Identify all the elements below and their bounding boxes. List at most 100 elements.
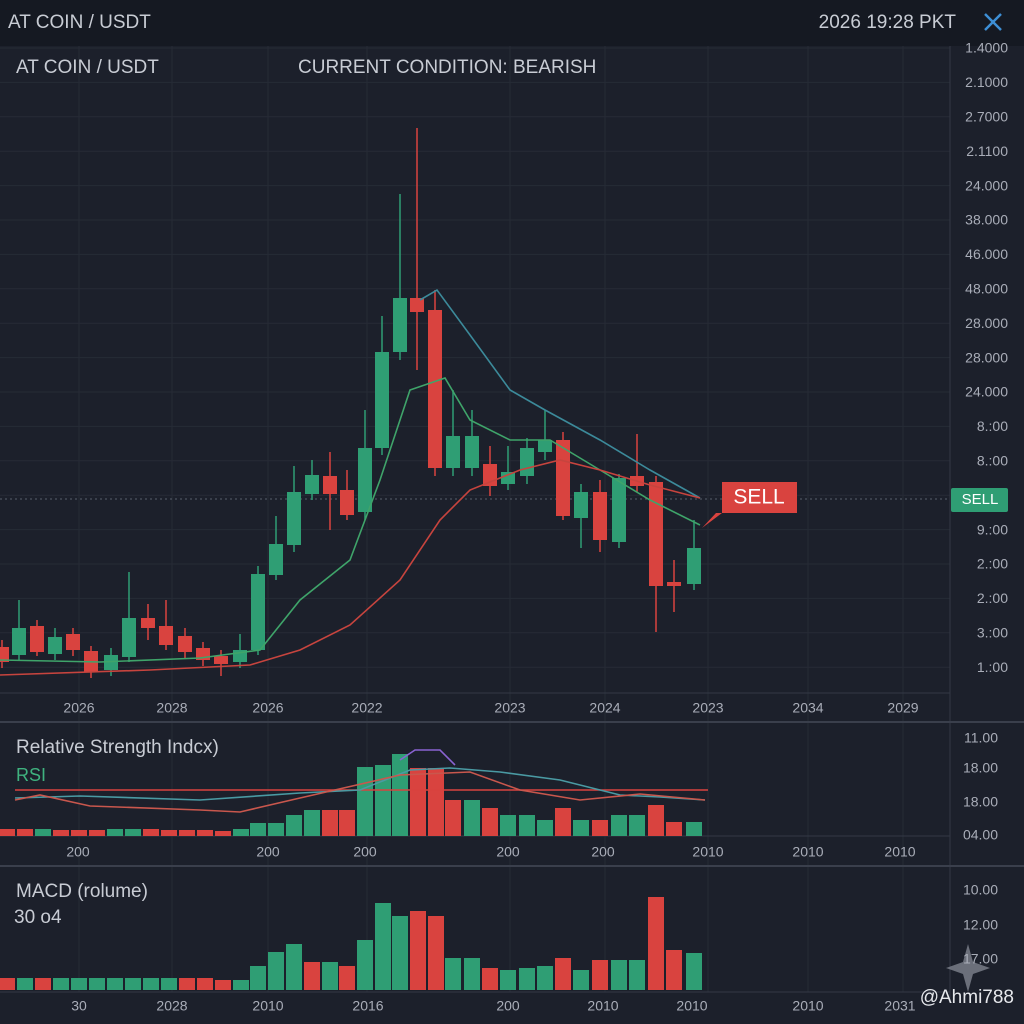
axis-label: 200 [496, 844, 520, 860]
candle-body [465, 436, 479, 468]
volume-bar [357, 767, 373, 836]
candle-body [0, 647, 9, 662]
axis-label: 10.00 [963, 882, 998, 898]
moving-average [419, 288, 701, 499]
candle-body [287, 492, 301, 545]
volume-bar [410, 911, 426, 990]
volume-bar [537, 820, 553, 836]
volume-bar [89, 830, 105, 836]
volume-bar [143, 978, 159, 990]
candle-body [251, 574, 265, 650]
volume-bar [464, 800, 480, 836]
watermark: @Ahmi788 [920, 987, 1014, 1008]
axis-label: 30 [71, 998, 87, 1014]
volume-bar [555, 808, 571, 836]
candle-body [122, 618, 136, 657]
volume-bar [250, 823, 266, 836]
axis-label: 38.000 [965, 212, 1008, 228]
volume-bar [573, 820, 589, 836]
volume-bar [250, 966, 266, 990]
candle-body [66, 634, 80, 650]
candle-body [305, 475, 319, 494]
axis-label: 28.000 [965, 349, 1008, 365]
axis-label: 2010 [252, 998, 283, 1014]
volume-bar [573, 970, 589, 990]
volume-bar [215, 980, 231, 990]
axis-label: 24.000 [965, 384, 1008, 400]
volume-bar [197, 978, 213, 990]
candle-body [556, 440, 570, 516]
volume-bar [161, 830, 177, 836]
volume-bar [0, 978, 15, 990]
sparkle-icon [946, 944, 990, 992]
candle-body [649, 482, 663, 586]
volume-bar [322, 962, 338, 990]
axis-label: 1.4000 [965, 40, 1008, 56]
volume-bar [648, 897, 664, 990]
axis-label: 200 [496, 998, 520, 1014]
volume-bar [392, 754, 408, 836]
volume-bar [125, 978, 141, 990]
volume-bar [53, 830, 69, 836]
volume-bar [686, 953, 702, 990]
volume-bar [107, 978, 123, 990]
volume-bar [428, 768, 444, 836]
candle-body [48, 637, 62, 654]
axis-label: 2.:00 [977, 590, 1008, 606]
macd-title: MACD (rolume) [16, 881, 148, 902]
axis-label: 200 [353, 844, 377, 860]
volume-bar [179, 830, 195, 836]
axis-label: 2.1100 [966, 143, 1008, 159]
top-bar [0, 0, 1024, 46]
candle-body [358, 448, 372, 512]
candle-body [104, 655, 118, 670]
axis-label: 200 [591, 844, 615, 860]
volume-bar [71, 830, 87, 836]
candle-body [501, 472, 515, 484]
volume-bar [286, 944, 302, 990]
volume-bar [143, 829, 159, 836]
moving-average [0, 459, 701, 676]
axis-label: 2.7000 [965, 109, 1008, 125]
macd-subtitle: 30 o4 [14, 907, 62, 928]
volume-bar [629, 815, 645, 836]
volume-bar [233, 829, 249, 836]
candle-body [214, 656, 228, 664]
volume-bar [464, 958, 480, 990]
volume-bar [0, 829, 15, 836]
axis-label: 2010 [676, 998, 707, 1014]
volume-bar [89, 978, 105, 990]
axis-label: 2010 [792, 998, 823, 1014]
rsi-line [14, 771, 706, 813]
axis-label: 18.00 [963, 794, 998, 810]
volume-bar [666, 822, 682, 836]
volume-bar [322, 810, 338, 836]
price-tag-box [951, 488, 1008, 512]
axis-label: 2.1000 [965, 74, 1008, 90]
volume-bar [17, 978, 33, 990]
candle-body [520, 448, 534, 476]
candle-body [446, 436, 460, 468]
volume-bar [71, 978, 87, 990]
condition-label: CURRENT CONDITION: BEARISH [298, 57, 596, 78]
candle-body [393, 298, 407, 352]
candle-body [667, 582, 681, 586]
axis-label: 46.000 [965, 246, 1008, 262]
volume-bar [611, 815, 627, 836]
axis-label: 17.00 [963, 951, 998, 967]
rsi-legend: RSI [16, 765, 46, 785]
axis-label: 2.:00 [977, 556, 1008, 572]
rsi-line [399, 749, 456, 766]
axis-label: 04.00 [963, 827, 998, 843]
header-title: AT COIN / USDT [8, 12, 151, 33]
volume-bar [35, 978, 51, 990]
volume-bar [629, 960, 645, 990]
axis-label: 11.00 [964, 730, 998, 746]
volume-bar [233, 980, 249, 990]
candle-body [428, 310, 442, 468]
candle-body [612, 478, 626, 542]
volume-bar [215, 831, 231, 836]
close-button[interactable] [984, 13, 1002, 31]
axis-label: 8.:00 [977, 418, 1008, 434]
